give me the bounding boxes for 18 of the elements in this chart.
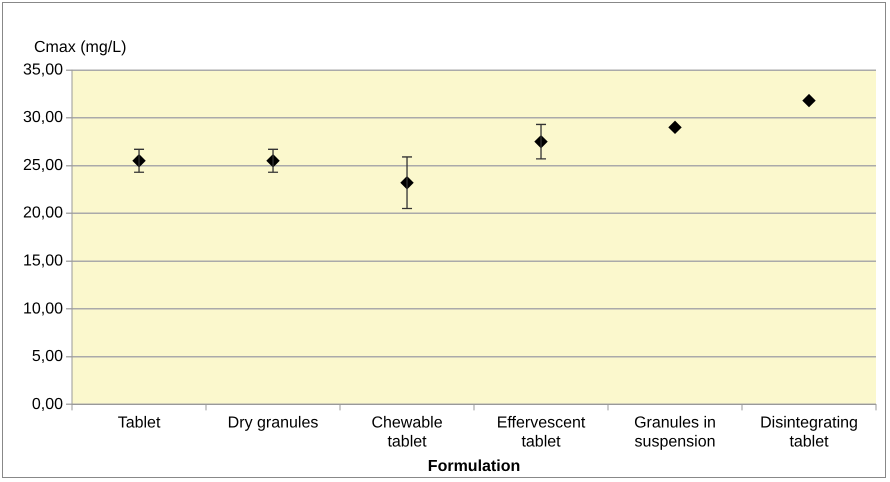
y-tick-label: 10,00 bbox=[22, 300, 64, 318]
x-tick-label: Dry granules bbox=[228, 414, 318, 432]
point bbox=[668, 120, 682, 134]
y-tick-label: 0,00 bbox=[32, 396, 64, 413]
point bbox=[802, 94, 816, 108]
y-tick-label: 5,00 bbox=[32, 348, 64, 366]
y-axis-title: Cmax (mg/L) bbox=[34, 39, 126, 56]
x-tick-label: Chewable tablet bbox=[371, 414, 443, 451]
x-axis-title: Formulation bbox=[428, 458, 520, 475]
y-tick-label: 20,00 bbox=[22, 204, 64, 222]
x-tick-label: Granules in suspension bbox=[634, 414, 716, 451]
y-tick-label: 25,00 bbox=[22, 156, 64, 174]
y-tick-label: 35,00 bbox=[22, 61, 64, 78]
y-tick-label: 15,00 bbox=[22, 252, 64, 270]
x-tick-label: Tablet bbox=[118, 414, 161, 432]
x-tick-label: Disintegrating tablet bbox=[760, 414, 858, 451]
y-tick-label: 30,00 bbox=[22, 109, 64, 126]
x-tick-label: Effervescent tablet bbox=[496, 414, 586, 451]
